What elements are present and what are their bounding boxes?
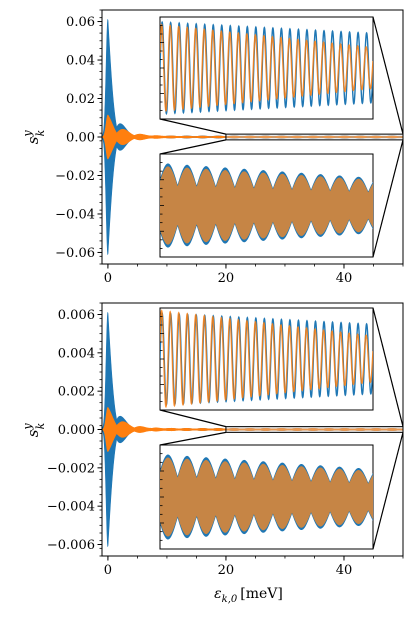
y-tick-label: 0.02 — [66, 92, 95, 107]
inset-connector — [372, 16, 404, 135]
series-1-band — [102, 407, 403, 452]
y-tick-label: 0.04 — [66, 54, 95, 69]
x-tick-label: 20 — [218, 563, 235, 578]
inset-upper — [159, 16, 404, 135]
x-tick-label: 20 — [218, 271, 235, 286]
inset-series-1 — [160, 309, 373, 409]
x-axis-label: εk,0 [meV] — [214, 586, 283, 605]
inset-lower — [159, 139, 404, 258]
y-tick-label: −0.06 — [55, 246, 95, 261]
panel-bottom: −0.006 −0.004 −0.002 0.000 0.002 0.004 0.006 0 2… — [21, 302, 404, 605]
plot-area — [102, 19, 403, 255]
inset-plot — [160, 163, 373, 248]
inset-plot — [160, 20, 373, 116]
y-tick-label: −0.02 — [55, 169, 95, 184]
y-tick-label: 0.004 — [58, 346, 95, 361]
inset-connector — [372, 307, 404, 427]
x-tick-label: 0 — [104, 563, 112, 578]
y-tick-label: 0.002 — [58, 385, 95, 400]
inset-connector — [372, 139, 404, 258]
inset-series-1 — [160, 23, 373, 113]
inset-series-1-band — [160, 457, 373, 537]
y-tick-label: −0.004 — [47, 500, 95, 515]
inset-connector — [159, 139, 227, 155]
y-tick-label: −0.006 — [47, 538, 95, 553]
inset-connector — [159, 118, 227, 135]
y-tick-label: 0.000 — [58, 423, 95, 438]
panel-top: −0.06 −0.04 −0.02 0.00 0.02 0.04 0.06 0 20 40 syk — [21, 9, 404, 286]
series-1-band — [102, 114, 403, 160]
x-tick-label: 0 — [104, 271, 112, 286]
plot-area — [102, 312, 403, 547]
y-tick-label: −0.002 — [47, 461, 95, 476]
y-axis-label: syk — [21, 129, 47, 144]
y-tick-label: −0.04 — [55, 207, 95, 222]
inset-plot — [160, 309, 373, 409]
inset-connector — [372, 432, 404, 550]
x-tick-label: 40 — [336, 563, 353, 578]
inset-plot — [160, 454, 373, 540]
inset-series-1-band — [160, 166, 373, 245]
y-tick-label: 0.00 — [66, 131, 95, 146]
zoom-window — [225, 133, 404, 141]
x-tick-label: 40 — [336, 271, 353, 286]
inset-upper — [159, 307, 404, 428]
inset-lower — [159, 431, 404, 550]
y-tick-label: 0.06 — [66, 15, 95, 30]
inset-connector — [159, 431, 227, 446]
y-axis-label: syk — [21, 422, 47, 437]
y-tick-label: 0.006 — [58, 308, 95, 323]
inset-connector — [159, 409, 227, 428]
zoom-window — [225, 426, 404, 433]
